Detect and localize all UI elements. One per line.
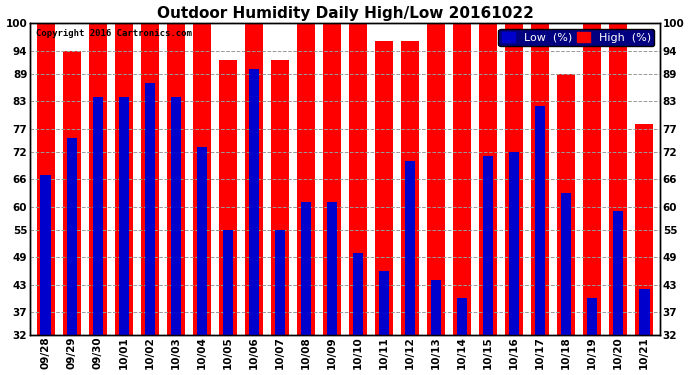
Bar (557, 74, 575, 375)
Bar (375, 42, 393, 375)
Bar (509, 152, 520, 375)
Bar (587, 298, 598, 375)
Bar (401, 42, 419, 375)
Bar (639, 289, 649, 375)
Bar (613, 211, 624, 375)
Bar (531, 23, 549, 375)
Bar (219, 60, 237, 375)
Bar (479, 23, 497, 375)
Bar (197, 147, 207, 375)
Bar (145, 83, 155, 375)
Bar (88, 23, 107, 375)
Bar (483, 156, 493, 375)
Text: Copyright 2016 Cartronics.com: Copyright 2016 Cartronics.com (37, 29, 193, 38)
Bar (115, 23, 133, 375)
Bar (561, 193, 571, 375)
Bar (405, 161, 415, 375)
Bar (583, 23, 602, 375)
Bar (92, 96, 103, 375)
Bar (223, 230, 233, 375)
Bar (248, 69, 259, 375)
Bar (635, 124, 653, 375)
Bar (167, 23, 185, 375)
Title: Outdoor Humidity Daily High/Low 20161022: Outdoor Humidity Daily High/Low 20161022 (157, 6, 533, 21)
Legend: Low  (%), High  (%): Low (%), High (%) (498, 28, 654, 46)
Bar (37, 23, 55, 375)
Bar (301, 202, 311, 375)
Bar (271, 60, 289, 375)
Bar (193, 23, 211, 375)
Bar (609, 23, 627, 375)
Bar (297, 23, 315, 375)
Bar (349, 23, 367, 375)
Bar (66, 138, 77, 375)
Bar (353, 253, 363, 375)
Bar (63, 51, 81, 375)
Bar (457, 298, 467, 375)
Bar (453, 23, 471, 375)
Bar (323, 23, 341, 375)
Bar (327, 202, 337, 375)
Bar (141, 23, 159, 375)
Bar (41, 174, 51, 375)
Bar (379, 271, 389, 375)
Bar (245, 23, 263, 375)
Bar (275, 230, 285, 375)
Bar (505, 23, 523, 375)
Bar (427, 23, 445, 375)
Bar (535, 106, 545, 375)
Bar (170, 96, 181, 375)
Bar (119, 96, 129, 375)
Bar (431, 280, 442, 375)
